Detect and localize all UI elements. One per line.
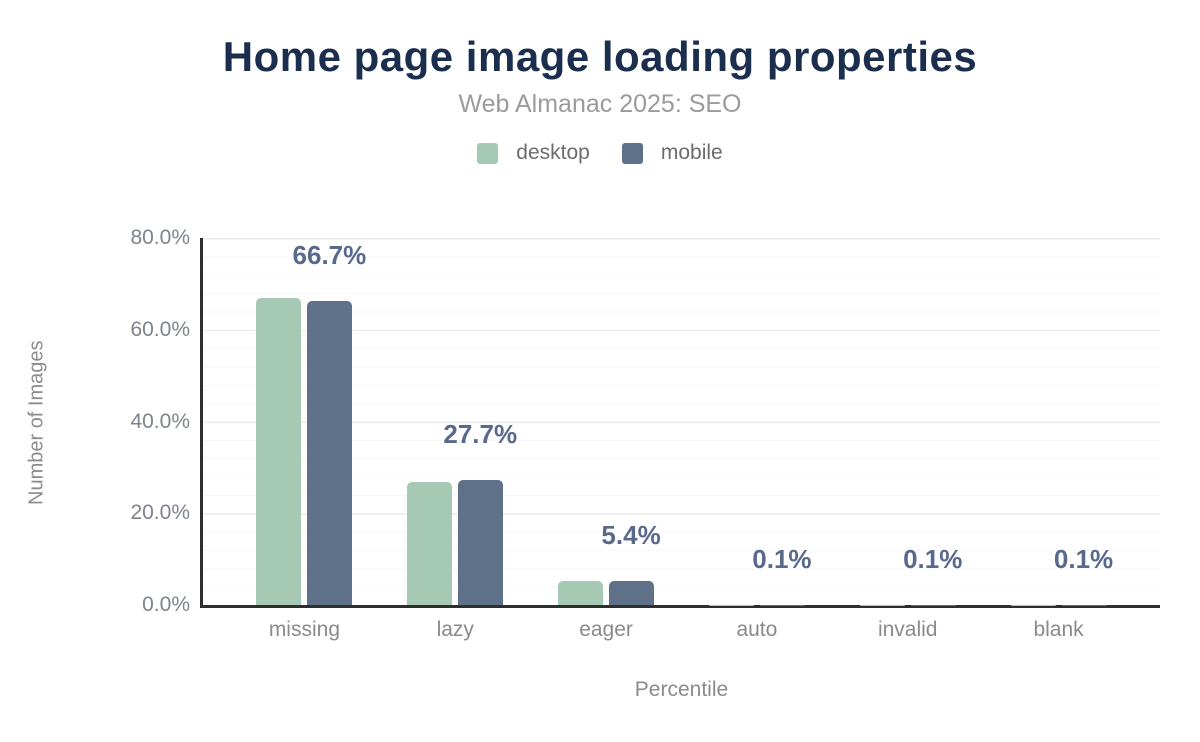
desktop-bar-missing: [256, 298, 302, 605]
y-tick-label: 0.0%: [142, 593, 190, 616]
y-tick-label: 60.0%: [130, 317, 190, 341]
mobile-bar-missing: [307, 300, 353, 605]
legend-label: mobile: [660, 141, 723, 164]
legend-item-desktop[interactable]: desktop: [477, 141, 590, 165]
x-axis-title: Percentile: [634, 678, 729, 701]
y-axis-ticks: 80.0% 60.0% 40.0% 20.0% 0.0%: [0, 227, 190, 616]
y-tick-label: 40.0%: [130, 409, 190, 433]
mobile-bar-eager: [609, 581, 655, 605]
x-tick-label-lazy: lazy: [436, 618, 474, 641]
desktop-bar-eager: [558, 581, 604, 605]
chart-subtitle: Web Almanac 2025: SEO: [458, 90, 742, 118]
bar-group-missing: 66.7%: [229, 238, 380, 605]
legend-item-mobile[interactable]: mobile: [621, 141, 723, 165]
value-label-eager: 5.4%: [601, 520, 661, 551]
value-label-invalid: 0.1%: [903, 543, 963, 574]
desktop-bar-lazy: [407, 482, 453, 605]
mobile-swatch-icon: [621, 142, 643, 164]
y-tick-label: 20.0%: [130, 501, 190, 525]
value-label-missing: 66.7%: [292, 239, 367, 270]
x-axis-ticks: missing lazy eager auto invalid blank: [203, 618, 1160, 642]
value-label-blank: 0.1%: [1053, 543, 1114, 574]
bar-groups: 66.7% 27.7% 5.4% 0.1% 0.1% 0.1%: [203, 238, 1160, 605]
value-label-auto: 0.1%: [752, 543, 812, 574]
mobile-bar-lazy: [458, 479, 504, 605]
desktop-swatch-icon: [477, 142, 499, 164]
legend-label: desktop: [516, 141, 590, 164]
bar-group-eager: 5.4%: [531, 238, 682, 605]
bar-group-blank: 0.1%: [983, 238, 1134, 605]
legend: desktop mobile: [0, 141, 1200, 165]
x-tick-label-invalid: invalid: [877, 618, 938, 641]
x-tick-label-auto: auto: [736, 618, 778, 641]
x-tick-label-blank: blank: [1033, 618, 1084, 641]
y-tick-label: 80.0%: [130, 226, 190, 249]
value-label-lazy: 27.7%: [443, 418, 518, 449]
bar-group-invalid: 0.1%: [832, 238, 983, 605]
x-tick-label-missing: missing: [268, 618, 340, 641]
bar-group-auto: 0.1%: [681, 238, 832, 605]
bar-group-lazy: 27.7%: [380, 238, 531, 605]
x-tick-label-eager: eager: [579, 618, 633, 641]
chart-title: Home page image loading properties: [222, 33, 978, 80]
plot-area: 66.7% 27.7% 5.4% 0.1% 0.1% 0.1%: [200, 238, 1160, 608]
